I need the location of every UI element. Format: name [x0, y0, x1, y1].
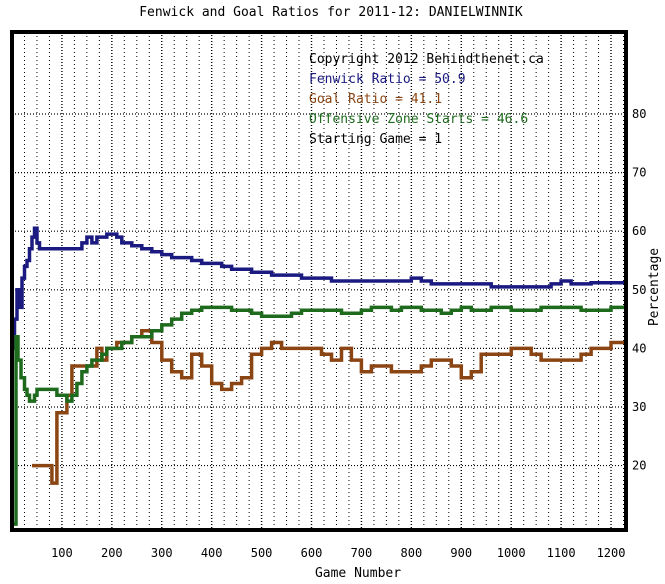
x-tick-label: 400: [201, 546, 223, 560]
goal-ratio-line: [32, 329, 626, 485]
y-tick-label: 50: [632, 283, 646, 297]
copyright-annotation: Copyright 2012 Behindthenet.ca: [309, 52, 544, 67]
y-tick-label: 40: [632, 341, 646, 355]
y-axis-label: Percentage: [647, 248, 662, 326]
y-tick-labels: 20 30 40 50 60 70 80: [632, 107, 646, 473]
legend: Copyright 2012 Behindthenet.ca Fenwick R…: [309, 52, 544, 147]
offensive-zone-starts-line: [12, 305, 628, 526]
y-tick-label: 30: [632, 400, 646, 414]
x-tick-label: 700: [351, 546, 373, 560]
y-tick-label: 60: [632, 224, 646, 238]
x-tick-labels: 100 200 300 400 500 600 700 800 900 1000 1100 1200: [51, 546, 625, 560]
starting-game-annotation: Starting Game = 1: [309, 132, 442, 147]
y-tick-label: 20: [632, 459, 646, 473]
fenwick-ratio-line: [12, 226, 626, 351]
legend-fenwick-ratio: Fenwick Ratio = 50.9: [309, 72, 466, 87]
x-tick-label: 500: [251, 546, 273, 560]
x-tick-label: 1200: [597, 546, 626, 560]
x-tick-label: 200: [101, 546, 123, 560]
x-tick-label: 1100: [547, 546, 576, 560]
x-tick-label: 800: [401, 546, 423, 560]
x-axis-label: Game Number: [315, 566, 401, 580]
y-tick-label: 80: [632, 107, 646, 121]
series-layer: [12, 226, 628, 526]
x-tick-label: 900: [450, 546, 472, 560]
chart-title: Fenwick and Goal Ratios for 2011-12: DAN…: [139, 5, 523, 20]
x-tick-label: 300: [151, 546, 173, 560]
x-tick-label: 100: [51, 546, 73, 560]
legend-goal-ratio: Goal Ratio = 41.1: [309, 92, 442, 107]
x-tick-label: 1000: [497, 546, 526, 560]
legend-offensive-zone-starts: Offensive Zone Starts = 46.6: [309, 112, 528, 127]
plot-frame: [10, 30, 628, 532]
x-tick-label: 600: [301, 546, 323, 560]
y-tick-label: 70: [632, 166, 646, 180]
